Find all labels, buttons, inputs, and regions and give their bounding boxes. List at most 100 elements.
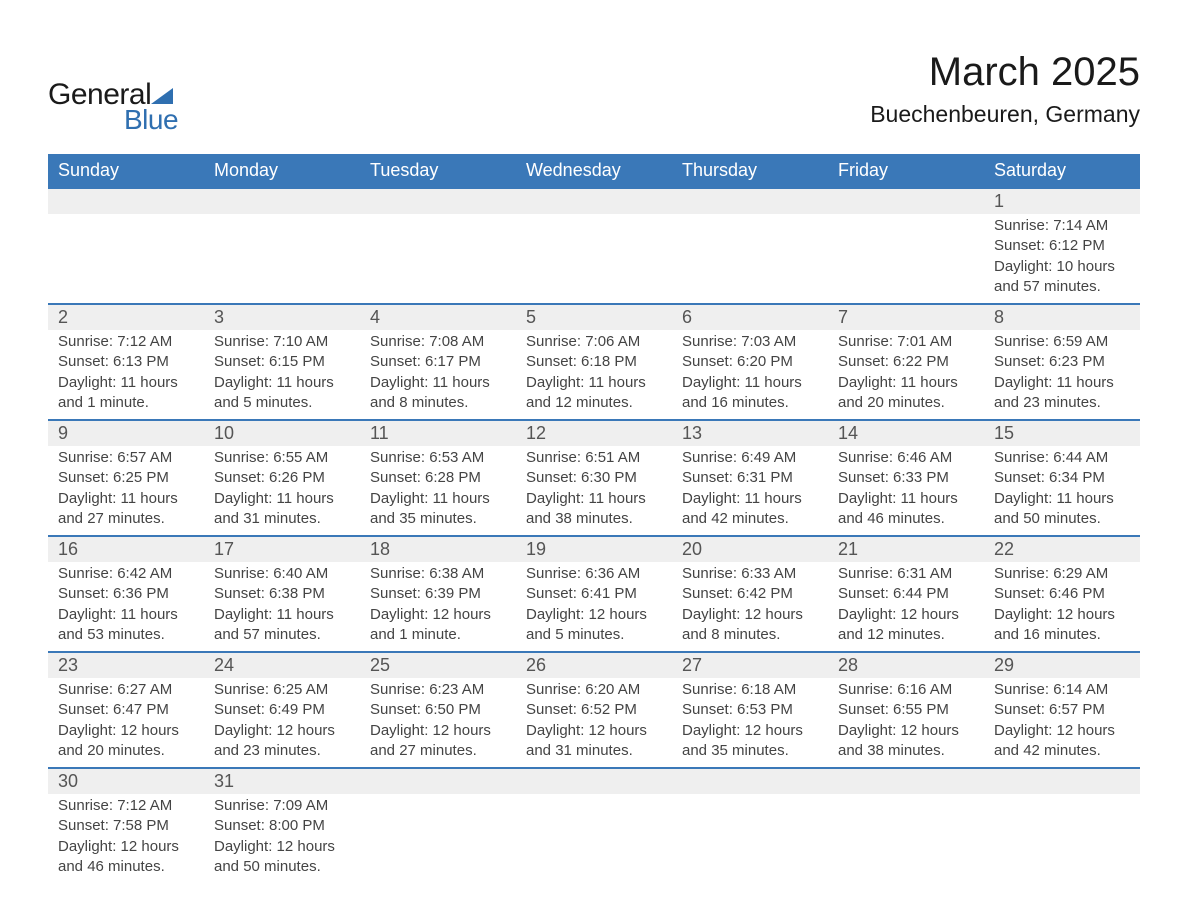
day-number-cell	[828, 768, 984, 794]
day-detail-line: Sunrise: 6:27 AM	[58, 680, 194, 700]
day-detail-cell: Sunrise: 7:12 AMSunset: 7:58 PMDaylight:…	[48, 794, 204, 883]
day-detail-line: Sunset: 6:20 PM	[682, 352, 818, 372]
day-number-cell	[516, 768, 672, 794]
day-detail-line: Sunset: 6:44 PM	[838, 584, 974, 604]
day-detail-cell: Sunrise: 6:57 AMSunset: 6:25 PMDaylight:…	[48, 446, 204, 536]
day-detail-cell	[828, 794, 984, 883]
day-detail-line: Daylight: 11 hours and 16 minutes.	[682, 373, 818, 414]
day-detail-line: Daylight: 12 hours and 12 minutes.	[838, 605, 974, 646]
weekday-friday: Friday	[828, 154, 984, 188]
day-number-cell: 9	[48, 420, 204, 446]
day-detail-cell: Sunrise: 6:49 AMSunset: 6:31 PMDaylight:…	[672, 446, 828, 536]
day-detail-line: Sunset: 6:42 PM	[682, 584, 818, 604]
weekday-saturday: Saturday	[984, 154, 1140, 188]
day-detail-cell: Sunrise: 6:59 AMSunset: 6:23 PMDaylight:…	[984, 330, 1140, 420]
day-detail-line: Sunset: 6:53 PM	[682, 700, 818, 720]
day-detail-line: Sunrise: 6:36 AM	[526, 564, 662, 584]
day-number: 20	[672, 537, 828, 562]
day-detail-line: Sunrise: 6:44 AM	[994, 448, 1130, 468]
day-detail-line: Sunrise: 7:08 AM	[370, 332, 506, 352]
day-number	[828, 189, 984, 193]
day-detail-cell: Sunrise: 6:33 AMSunset: 6:42 PMDaylight:…	[672, 562, 828, 652]
day-number	[984, 769, 1140, 773]
day-detail-cell: Sunrise: 7:06 AMSunset: 6:18 PMDaylight:…	[516, 330, 672, 420]
day-detail-cell: Sunrise: 6:40 AMSunset: 6:38 PMDaylight:…	[204, 562, 360, 652]
day-detail-cell: Sunrise: 6:46 AMSunset: 6:33 PMDaylight:…	[828, 446, 984, 536]
day-detail-cell	[672, 214, 828, 304]
day-detail-line: Daylight: 11 hours and 1 minute.	[58, 373, 194, 414]
day-number-cell	[360, 188, 516, 214]
day-detail-line: Sunrise: 6:49 AM	[682, 448, 818, 468]
day-detail-cell: Sunrise: 6:16 AMSunset: 6:55 PMDaylight:…	[828, 678, 984, 768]
day-detail-line: Sunrise: 7:06 AM	[526, 332, 662, 352]
day-number-cell: 22	[984, 536, 1140, 562]
day-detail-line: Sunrise: 6:46 AM	[838, 448, 974, 468]
day-detail-cell: Sunrise: 6:55 AMSunset: 6:26 PMDaylight:…	[204, 446, 360, 536]
day-detail-line: Sunrise: 6:59 AM	[994, 332, 1130, 352]
day-number-cell: 20	[672, 536, 828, 562]
day-detail-cell: Sunrise: 7:14 AMSunset: 6:12 PMDaylight:…	[984, 214, 1140, 304]
day-number: 31	[204, 769, 360, 794]
day-detail-cell	[516, 794, 672, 883]
day-detail-line: Sunrise: 7:12 AM	[58, 332, 194, 352]
day-detail-line: Sunrise: 7:09 AM	[214, 796, 350, 816]
day-number-cell	[828, 188, 984, 214]
day-detail-line: Sunrise: 6:18 AM	[682, 680, 818, 700]
logo-text-blue: Blue	[124, 104, 178, 136]
day-detail-line: Sunrise: 7:10 AM	[214, 332, 350, 352]
day-detail-line: Sunrise: 6:57 AM	[58, 448, 194, 468]
calendar-body: 1Sunrise: 7:14 AMSunset: 6:12 PMDaylight…	[48, 188, 1140, 883]
day-detail-cell: Sunrise: 6:38 AMSunset: 6:39 PMDaylight:…	[360, 562, 516, 652]
day-detail-line: Daylight: 12 hours and 42 minutes.	[994, 721, 1130, 762]
day-number-cell: 21	[828, 536, 984, 562]
detail-row: Sunrise: 6:57 AMSunset: 6:25 PMDaylight:…	[48, 446, 1140, 536]
day-detail-line: Sunrise: 6:23 AM	[370, 680, 506, 700]
day-number: 26	[516, 653, 672, 678]
day-number: 9	[48, 421, 204, 446]
day-detail-line: Sunrise: 6:51 AM	[526, 448, 662, 468]
day-detail-cell	[672, 794, 828, 883]
day-number-cell: 13	[672, 420, 828, 446]
day-number: 24	[204, 653, 360, 678]
day-number-cell	[672, 768, 828, 794]
day-detail-line: Sunset: 6:36 PM	[58, 584, 194, 604]
day-number-cell: 6	[672, 304, 828, 330]
day-detail-line: Daylight: 12 hours and 50 minutes.	[214, 837, 350, 878]
day-detail-cell	[828, 214, 984, 304]
day-detail-line: Daylight: 12 hours and 35 minutes.	[682, 721, 818, 762]
day-detail-line: Sunset: 6:57 PM	[994, 700, 1130, 720]
day-detail-line: Sunset: 6:34 PM	[994, 468, 1130, 488]
day-number: 19	[516, 537, 672, 562]
day-number-cell	[204, 188, 360, 214]
day-detail-line: Daylight: 12 hours and 31 minutes.	[526, 721, 662, 762]
day-number	[516, 189, 672, 193]
day-number: 10	[204, 421, 360, 446]
day-number: 3	[204, 305, 360, 330]
day-number	[672, 769, 828, 773]
day-detail-line: Sunset: 6:38 PM	[214, 584, 350, 604]
detail-row: Sunrise: 7:14 AMSunset: 6:12 PMDaylight:…	[48, 214, 1140, 304]
day-detail-line: Daylight: 12 hours and 5 minutes.	[526, 605, 662, 646]
day-detail-cell: Sunrise: 7:03 AMSunset: 6:20 PMDaylight:…	[672, 330, 828, 420]
day-number	[516, 769, 672, 773]
day-detail-cell: Sunrise: 7:10 AMSunset: 6:15 PMDaylight:…	[204, 330, 360, 420]
day-number-cell: 25	[360, 652, 516, 678]
day-detail-line: Sunrise: 6:29 AM	[994, 564, 1130, 584]
day-detail-line: Sunrise: 6:20 AM	[526, 680, 662, 700]
day-number-cell: 17	[204, 536, 360, 562]
daynum-row: 16171819202122	[48, 536, 1140, 562]
day-detail-line: Sunrise: 7:01 AM	[838, 332, 974, 352]
detail-row: Sunrise: 6:27 AMSunset: 6:47 PMDaylight:…	[48, 678, 1140, 768]
day-detail-cell	[360, 794, 516, 883]
day-detail-line: Sunset: 8:00 PM	[214, 816, 350, 836]
day-number-cell: 12	[516, 420, 672, 446]
day-detail-line: Daylight: 11 hours and 50 minutes.	[994, 489, 1130, 530]
day-detail-cell: Sunrise: 7:01 AMSunset: 6:22 PMDaylight:…	[828, 330, 984, 420]
day-detail-line: Sunset: 6:23 PM	[994, 352, 1130, 372]
day-number: 28	[828, 653, 984, 678]
title-block: March 2025 Buechenbeuren, Germany	[870, 50, 1140, 128]
day-detail-line: Sunset: 6:13 PM	[58, 352, 194, 372]
day-detail-cell	[204, 214, 360, 304]
day-detail-cell: Sunrise: 6:53 AMSunset: 6:28 PMDaylight:…	[360, 446, 516, 536]
day-number: 4	[360, 305, 516, 330]
